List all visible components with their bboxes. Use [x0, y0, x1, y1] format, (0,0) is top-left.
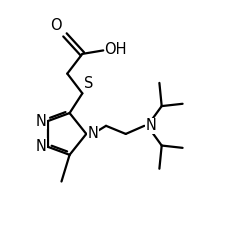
- Text: S: S: [83, 77, 92, 91]
- Text: OH: OH: [104, 42, 126, 57]
- Text: O: O: [50, 18, 62, 33]
- Text: N: N: [87, 126, 98, 142]
- Text: N: N: [35, 114, 46, 129]
- Text: N: N: [35, 139, 46, 154]
- Text: N: N: [145, 118, 156, 133]
